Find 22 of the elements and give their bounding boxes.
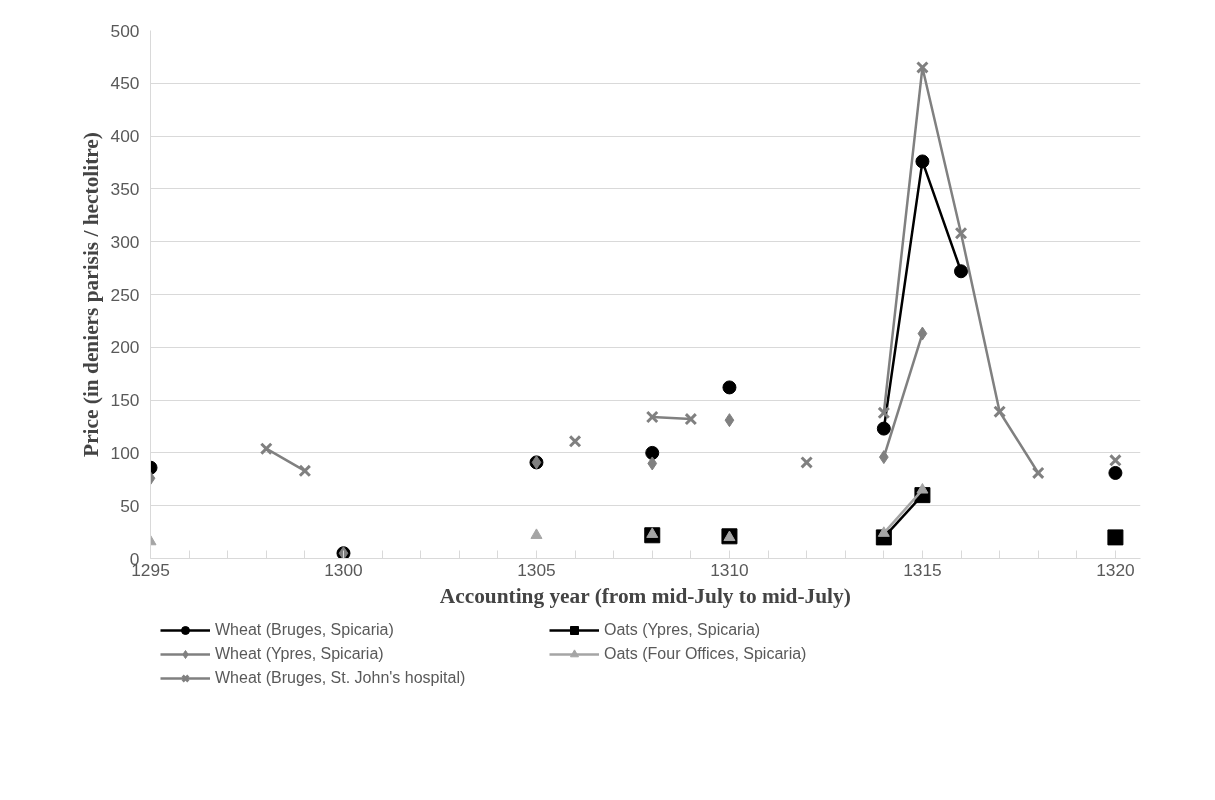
y-tick-label: 150 <box>110 390 140 411</box>
x-tick-label: 1320 <box>1096 559 1135 580</box>
y-tick-label: 300 <box>110 231 140 252</box>
y-tick-label: 100 <box>110 442 140 463</box>
legend-label: Oats (Ypres, Spicaria) <box>604 621 762 639</box>
legend-label: Wheat (Bruges, St. John's hospital) <box>215 669 467 687</box>
x-tick-label: 1315 <box>903 559 942 580</box>
y-tick-label: 450 <box>110 73 140 94</box>
y-axis-title: Price (in deniers parisis / hectolitre) <box>78 132 103 457</box>
x-axis-title: Accounting year (from mid-July to mid-July) <box>439 583 851 608</box>
legend-label: Oats (Four Offices, Spicaria) <box>604 645 808 663</box>
y-tick-label: 50 <box>120 495 140 516</box>
x-tick-label: 1305 <box>517 559 556 580</box>
y-tick-label: 500 <box>110 20 140 41</box>
y-tick-label: 400 <box>110 126 140 147</box>
x-tick-label: 1310 <box>710 559 749 580</box>
y-tick-label: 200 <box>110 337 140 358</box>
legend-label: Wheat (Ypres, Spicaria) <box>215 645 385 663</box>
y-tick-label: 350 <box>110 178 140 199</box>
legend-label: Wheat (Bruges, Spicaria) <box>215 621 395 639</box>
y-tick-label: 250 <box>110 284 140 305</box>
x-tick-label: 1300 <box>324 559 363 580</box>
